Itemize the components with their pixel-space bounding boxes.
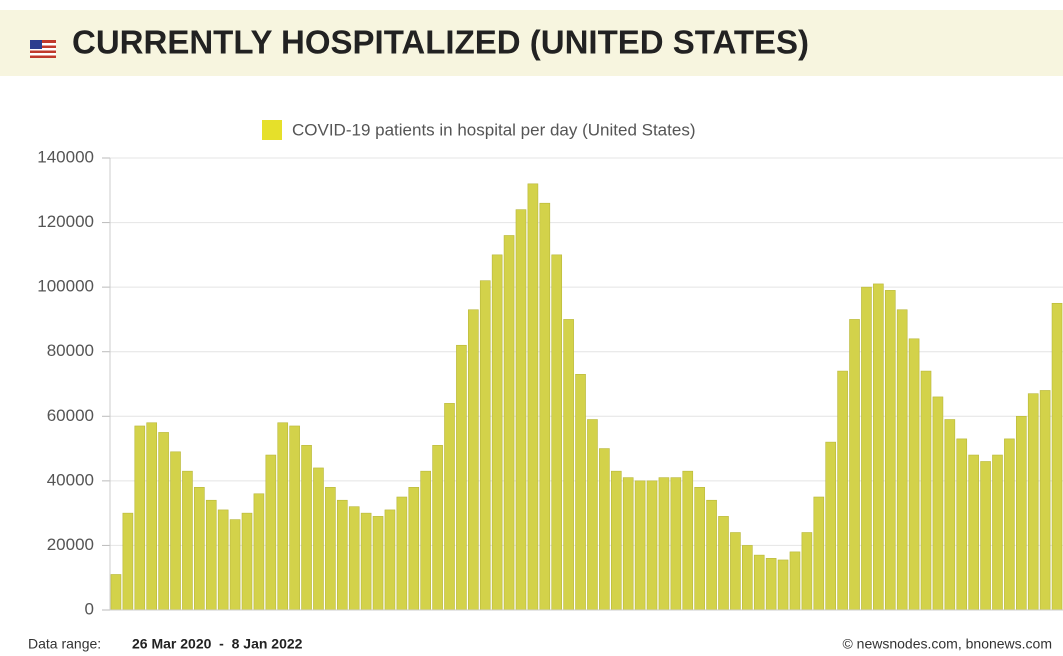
bar <box>1016 415 1027 611</box>
bar <box>873 283 884 611</box>
header-band <box>0 10 1063 76</box>
bar <box>253 493 265 611</box>
bar <box>956 438 968 611</box>
bar <box>1039 390 1051 611</box>
y-tick-label: 140000 <box>37 147 94 166</box>
bar <box>801 532 813 611</box>
flag-icon <box>30 40 56 58</box>
bar <box>1027 393 1039 611</box>
chart-title: CURRENTLY HOSPITALIZED (UNITED STATES) <box>72 24 809 61</box>
legend-swatch <box>262 120 282 140</box>
bar <box>134 425 146 611</box>
y-tick-label: 0 <box>85 599 94 618</box>
bar <box>444 403 455 611</box>
bar <box>348 506 360 611</box>
bar <box>122 512 134 611</box>
bar <box>706 499 717 611</box>
bar <box>527 183 539 611</box>
bar <box>682 470 694 611</box>
bar <box>491 254 503 611</box>
bar <box>325 487 336 611</box>
bar <box>753 554 765 611</box>
bar <box>479 280 491 611</box>
bar <box>301 445 312 611</box>
bar <box>468 309 479 611</box>
footer-credit: © newsnodes.com, bnonews.com <box>842 636 1052 652</box>
bar <box>718 516 729 611</box>
bar <box>730 532 741 611</box>
y-tick-label: 100000 <box>37 277 94 296</box>
bar <box>372 516 384 611</box>
bar <box>551 254 563 611</box>
bar <box>968 454 979 611</box>
bar <box>694 487 705 611</box>
bar <box>229 519 241 611</box>
bar <box>813 496 825 611</box>
bar <box>670 477 682 611</box>
bar <box>205 499 217 611</box>
footer-range-label: Data range: <box>28 636 101 652</box>
bar <box>896 309 908 611</box>
bar <box>456 344 467 611</box>
bar <box>599 448 610 611</box>
y-tick-label: 60000 <box>47 406 94 425</box>
bar <box>658 477 670 611</box>
bar <box>837 370 848 611</box>
bar <box>634 480 646 611</box>
bar <box>396 496 408 611</box>
bar <box>825 441 837 611</box>
bar <box>277 422 289 611</box>
bar <box>849 319 860 611</box>
bar <box>587 419 598 611</box>
bar <box>360 512 372 611</box>
bar <box>170 451 181 611</box>
footer-range: 26 Mar 2020 - 8 Jan 2022 <box>132 636 303 652</box>
bar <box>265 454 277 611</box>
bar <box>289 425 300 611</box>
bar <box>194 487 205 611</box>
bar <box>610 470 622 611</box>
bar <box>765 558 777 611</box>
y-tick-label: 20000 <box>47 535 94 554</box>
bar <box>158 432 169 611</box>
y-tick-label: 40000 <box>47 470 94 489</box>
bar <box>622 477 634 611</box>
y-tick-label: 80000 <box>47 341 94 360</box>
bar <box>861 286 872 611</box>
bar <box>944 419 956 611</box>
bar <box>515 209 527 611</box>
bar <box>432 445 443 611</box>
bar <box>336 499 348 611</box>
bar <box>563 319 574 611</box>
bar <box>777 559 789 611</box>
bar <box>182 470 193 611</box>
bar <box>384 509 396 611</box>
y-tick-label: 120000 <box>37 212 94 231</box>
bar <box>932 396 944 611</box>
bar <box>920 370 932 611</box>
bar <box>908 338 920 611</box>
bar <box>742 545 753 611</box>
bar <box>1004 438 1015 611</box>
bar <box>110 574 122 611</box>
bar <box>503 235 515 611</box>
bar <box>146 422 157 611</box>
bar <box>980 461 991 611</box>
bar <box>1051 302 1063 611</box>
bar <box>575 374 586 611</box>
bar <box>313 467 324 611</box>
legend-label: COVID-19 patients in hospital per day (U… <box>292 120 695 139</box>
bar <box>992 454 1003 611</box>
bar <box>646 480 658 611</box>
bar <box>408 487 420 611</box>
bar <box>539 202 551 611</box>
bar <box>241 512 253 611</box>
bar <box>789 551 801 611</box>
bar <box>884 290 896 611</box>
bar <box>420 470 431 611</box>
bar <box>217 509 229 611</box>
